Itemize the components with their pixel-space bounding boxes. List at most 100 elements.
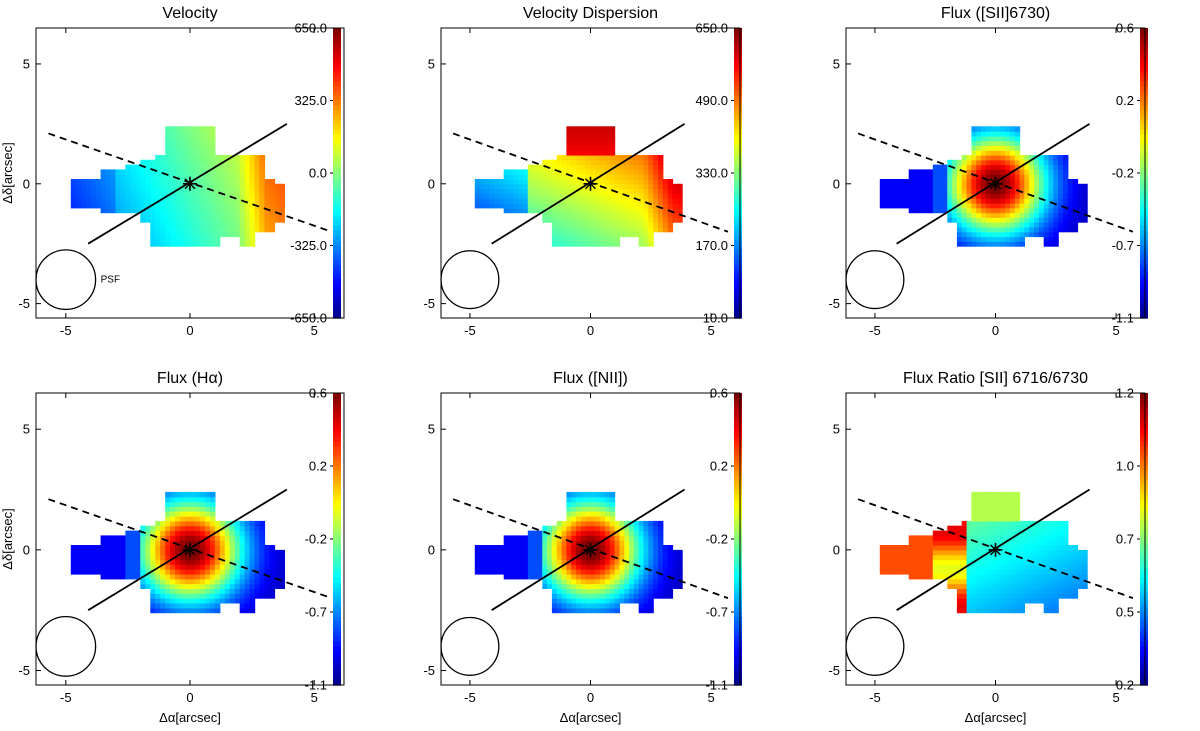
heatmap-cell bbox=[971, 126, 977, 132]
heatmap-cell bbox=[249, 169, 256, 175]
heatmap-cell bbox=[170, 593, 176, 599]
heatmap-cell bbox=[566, 491, 572, 498]
colorbar-swatch bbox=[1140, 631, 1148, 638]
heatmap-cell bbox=[1077, 207, 1083, 214]
heatmap-cell bbox=[961, 578, 968, 585]
heatmap-cell bbox=[150, 174, 156, 180]
heatmap-cell bbox=[966, 545, 972, 551]
heatmap-cell bbox=[903, 569, 910, 575]
heatmap-cell bbox=[643, 193, 649, 199]
heatmap-cell bbox=[105, 569, 112, 575]
heatmap-cell bbox=[1034, 183, 1040, 190]
heatmap-cell bbox=[956, 203, 963, 209]
heatmap-cell bbox=[585, 241, 592, 247]
colorbar-swatch bbox=[1140, 76, 1148, 82]
heatmap-cell bbox=[199, 525, 206, 532]
heatmap-cell bbox=[170, 198, 176, 204]
heatmap-cell bbox=[130, 179, 136, 185]
heatmap-cell bbox=[932, 559, 939, 565]
heatmap-cell bbox=[981, 540, 987, 546]
heatmap-cell bbox=[1043, 554, 1050, 561]
heatmap-cell bbox=[928, 207, 934, 214]
heatmap-cell bbox=[1082, 198, 1088, 204]
heatmap-cell bbox=[1048, 603, 1054, 609]
colorbar-swatch bbox=[1140, 158, 1148, 164]
heatmap-cell bbox=[214, 164, 221, 170]
heatmap-cell bbox=[165, 164, 171, 170]
heatmap-cell bbox=[966, 559, 972, 565]
heatmap-cell bbox=[160, 231, 166, 238]
heatmap-cell bbox=[249, 207, 256, 214]
heatmap-cell bbox=[165, 135, 171, 142]
heatmap-cell bbox=[195, 159, 201, 166]
heatmap-cell bbox=[913, 540, 919, 546]
heatmap-cell bbox=[1063, 222, 1069, 228]
colorbar-swatch bbox=[1140, 650, 1148, 657]
heatmap-cell bbox=[590, 126, 596, 132]
heatmap-cell bbox=[956, 583, 963, 589]
heatmap-cell bbox=[566, 164, 572, 170]
colorbar-swatch bbox=[1140, 592, 1148, 599]
colorbar-label: 0.2 bbox=[1116, 93, 1134, 108]
heatmap-cell bbox=[264, 222, 271, 228]
heatmap-cell bbox=[503, 169, 510, 175]
heatmap-cell bbox=[1043, 241, 1050, 247]
heatmap-cell bbox=[1024, 574, 1030, 580]
heatmap-cell bbox=[244, 545, 251, 551]
heatmap-cell bbox=[889, 193, 895, 199]
heatmap-cell bbox=[80, 179, 87, 185]
colorbar-swatch bbox=[734, 144, 742, 150]
heatmap-cell bbox=[140, 564, 146, 570]
heatmap-cell bbox=[580, 607, 587, 614]
heatmap-cell bbox=[547, 159, 553, 166]
heatmap-cell bbox=[561, 607, 567, 614]
heatmap-cell bbox=[185, 241, 191, 247]
heatmap-cell bbox=[585, 193, 592, 199]
heatmap-cell bbox=[580, 131, 587, 137]
heatmap-cell bbox=[234, 583, 241, 589]
heatmap-cell bbox=[234, 193, 241, 199]
heatmap-cell bbox=[204, 574, 211, 580]
heatmap-cell bbox=[981, 164, 987, 170]
heatmap-cell bbox=[190, 516, 196, 522]
heatmap-cell bbox=[170, 212, 176, 218]
heatmap-cell bbox=[590, 593, 596, 599]
heatmap-cell bbox=[879, 569, 886, 575]
heatmap-cell bbox=[614, 588, 620, 594]
heatmap-cell bbox=[249, 588, 256, 594]
heatmap-cell bbox=[244, 155, 251, 161]
heatmap-cell bbox=[229, 212, 236, 218]
heatmap-cell bbox=[952, 559, 958, 565]
center-marker bbox=[990, 178, 1001, 190]
heatmap-cell bbox=[204, 607, 211, 614]
heatmap-cell bbox=[624, 222, 630, 228]
heatmap-cell bbox=[561, 174, 567, 180]
heatmap-cell bbox=[269, 179, 276, 185]
heatmap-cell bbox=[234, 203, 241, 209]
heatmap-cell bbox=[1038, 198, 1045, 204]
heatmap-cell bbox=[585, 212, 592, 218]
heatmap-cell bbox=[229, 179, 236, 185]
heatmap-cell bbox=[160, 226, 166, 233]
heatmap-cell bbox=[484, 183, 490, 190]
heatmap-cell bbox=[150, 598, 156, 604]
colorbar-swatch bbox=[734, 197, 742, 203]
heatmap-cell bbox=[1043, 569, 1050, 575]
heatmap-cell bbox=[547, 198, 553, 204]
heatmap-cell bbox=[966, 226, 972, 233]
heatmap-cell bbox=[590, 501, 596, 507]
heatmap-cell bbox=[239, 593, 246, 599]
heatmap-cell bbox=[269, 588, 276, 594]
heatmap-cell bbox=[580, 212, 587, 218]
heatmap-cell bbox=[585, 222, 592, 228]
heatmap-cell bbox=[125, 569, 131, 575]
colorbar-swatch bbox=[734, 456, 742, 462]
heatmap-cell bbox=[264, 226, 271, 233]
heatmap-cell bbox=[532, 530, 538, 536]
heatmap-cell bbox=[619, 169, 625, 175]
heatmap-cell bbox=[527, 569, 534, 575]
heatmap-cell bbox=[614, 159, 620, 166]
heatmap-cell bbox=[595, 145, 601, 151]
heatmap-cell bbox=[971, 174, 977, 180]
heatmap-cell bbox=[913, 535, 919, 541]
